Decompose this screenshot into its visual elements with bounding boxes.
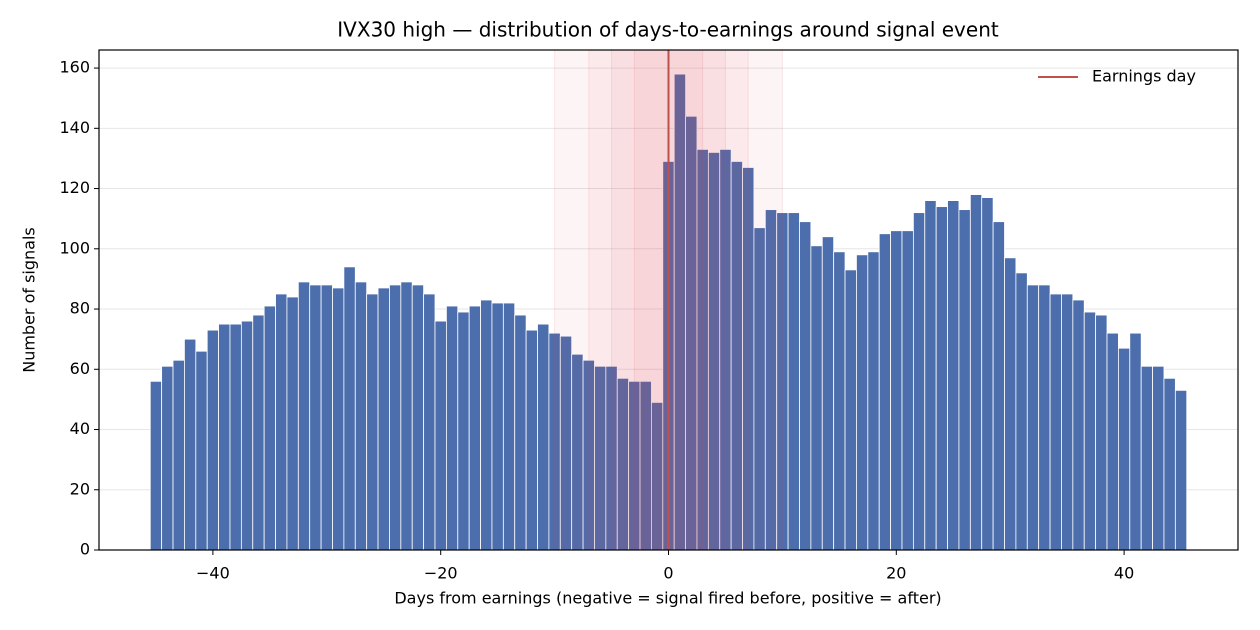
plot-frame xyxy=(98,49,1239,551)
bar xyxy=(981,197,994,551)
bar xyxy=(1163,377,1176,551)
bar xyxy=(1026,284,1040,551)
bar xyxy=(286,296,299,551)
bar xyxy=(502,302,516,551)
bar xyxy=(195,350,208,551)
bar xyxy=(240,320,254,551)
bar xyxy=(423,293,436,551)
bar xyxy=(878,233,892,551)
bar xyxy=(1140,365,1153,551)
bar xyxy=(1061,293,1074,551)
bar xyxy=(434,320,447,551)
y-tick-label: 160 xyxy=(59,58,90,77)
bar xyxy=(787,212,800,551)
y-tick-label: 60 xyxy=(70,359,90,378)
bar xyxy=(844,269,857,551)
bar xyxy=(480,299,493,551)
bar xyxy=(833,251,846,551)
y-tick-label: 80 xyxy=(70,299,90,318)
bar xyxy=(1015,272,1028,551)
bar xyxy=(206,329,219,551)
bar xyxy=(856,254,869,551)
bar xyxy=(320,284,333,551)
bar xyxy=(1038,284,1051,551)
bar xyxy=(457,311,470,551)
bar xyxy=(491,302,504,551)
bar xyxy=(1004,257,1017,551)
x-tick-label: 0 xyxy=(663,564,673,583)
bar xyxy=(263,305,276,551)
bar xyxy=(890,230,903,551)
bar xyxy=(525,329,538,551)
bar xyxy=(537,323,550,551)
x-tick-label: −20 xyxy=(424,564,458,583)
bar xyxy=(1072,299,1085,551)
y-tick-label: 20 xyxy=(70,479,90,498)
x-tick-label: 20 xyxy=(886,564,906,583)
bar xyxy=(252,314,265,551)
bar xyxy=(172,359,185,551)
bar xyxy=(1083,311,1097,551)
y-tick-label: 120 xyxy=(59,178,90,197)
bar xyxy=(514,314,527,551)
bar xyxy=(810,245,823,551)
bar xyxy=(1152,365,1165,551)
bar xyxy=(468,305,481,551)
bar xyxy=(1129,332,1142,551)
bar xyxy=(947,200,960,551)
bar xyxy=(343,266,356,551)
bar xyxy=(366,293,379,551)
chart-title: IVX30 high — distribution of days-to-ear… xyxy=(337,18,999,42)
bar xyxy=(1049,293,1062,551)
bar xyxy=(275,293,288,551)
x-axis-label: Days from earnings (negative = signal fi… xyxy=(394,589,941,608)
bar xyxy=(411,284,425,551)
bar xyxy=(1095,314,1108,551)
bar xyxy=(400,281,413,551)
bar xyxy=(332,287,345,551)
bar xyxy=(1106,332,1119,551)
bar xyxy=(901,230,914,551)
bar xyxy=(218,323,231,551)
y-tick-label: 140 xyxy=(59,118,90,137)
bar xyxy=(161,365,174,551)
bar xyxy=(821,236,835,551)
bar xyxy=(297,281,311,551)
y-tick-label: 40 xyxy=(70,419,90,438)
y-tick-label: 100 xyxy=(59,238,90,257)
bar xyxy=(184,338,197,551)
bar xyxy=(354,281,368,551)
bar xyxy=(912,212,926,551)
legend-label: Earnings day xyxy=(1092,67,1196,86)
bar xyxy=(149,380,163,551)
bar xyxy=(1118,347,1131,551)
bar xyxy=(377,287,390,551)
bar xyxy=(445,305,459,551)
bar xyxy=(1174,389,1188,551)
y-tick-label: 0 xyxy=(80,540,90,559)
bar xyxy=(992,221,1005,551)
bar xyxy=(969,194,983,551)
bar xyxy=(389,284,402,551)
x-tick-label: 40 xyxy=(1114,564,1134,583)
bar xyxy=(958,209,971,551)
x-tick-label: −40 xyxy=(196,564,230,583)
bar xyxy=(867,251,880,551)
bar xyxy=(935,206,948,551)
y-axis-label: Number of signals xyxy=(20,227,39,373)
bar xyxy=(229,323,242,551)
bar xyxy=(799,221,812,551)
bar xyxy=(924,200,937,551)
bar xyxy=(309,284,322,551)
